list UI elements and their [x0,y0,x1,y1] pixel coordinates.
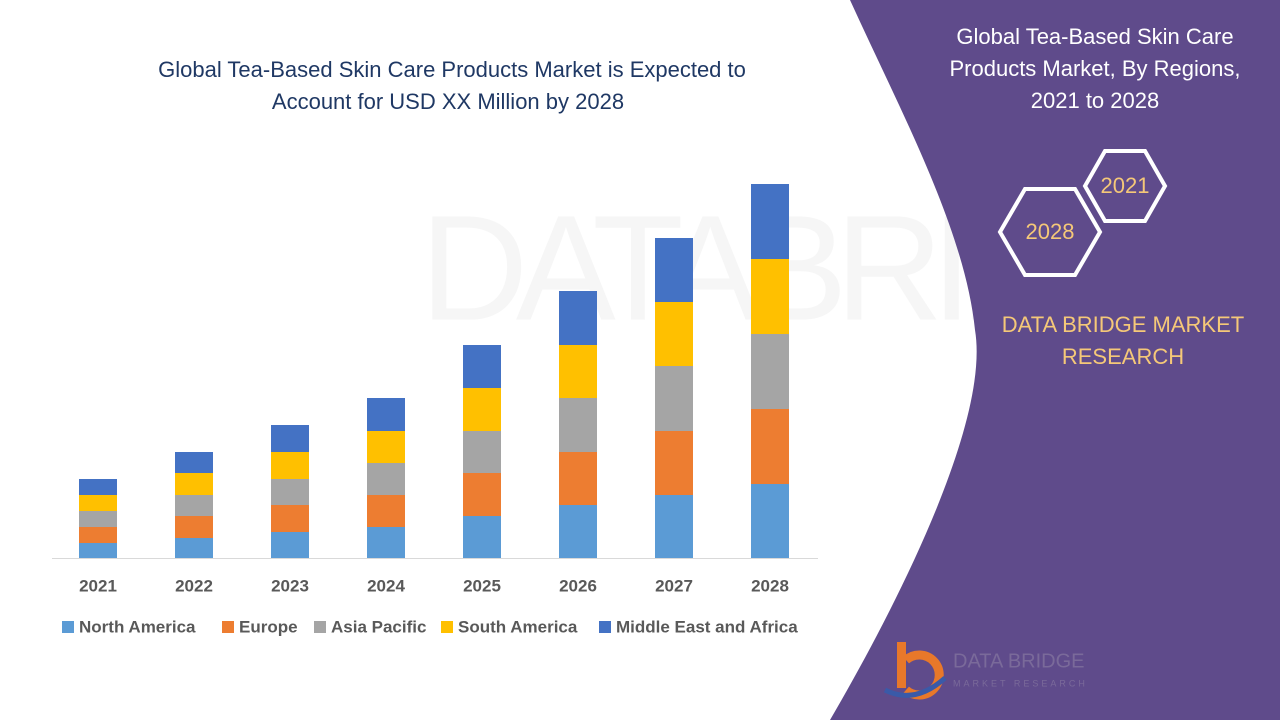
legend-swatch [62,621,74,633]
legend-swatch [599,621,611,633]
bar-segment [175,452,213,473]
bar-segment [559,345,597,398]
bar-segment [271,479,309,505]
legend-swatch [441,621,453,633]
bar-segment [367,463,405,495]
bar-segment [79,495,117,511]
hexagon [997,187,1103,277]
chart-title: Account for USD XX Million by 2028 [272,89,624,114]
bar-segment [463,388,501,431]
bar-segment [175,473,213,495]
x-tick-label: 2025 [463,576,501,595]
legend-label: South America [458,617,578,636]
side-panel [830,0,1280,720]
legend-label: Europe [239,617,298,636]
bar-segment [271,452,309,479]
bar-segment [751,259,789,334]
bar-segment [559,398,597,452]
bar-segment [463,516,501,558]
hexagon-label: 2021 [1101,173,1150,198]
x-tick-label: 2027 [655,576,693,595]
logo: DATA BRIDGE MARKET RESEARCH [883,642,1088,700]
bar-segment [175,516,213,538]
bar-segment [175,538,213,558]
bar-segment [655,366,693,431]
bar-segment [559,452,597,505]
bar-segment [271,532,309,558]
bar-segment [559,291,597,345]
bar-segment [655,238,693,302]
bar-segment [367,398,405,431]
bar-segment [751,184,789,259]
x-tick-label: 2023 [271,576,309,595]
legend-label: North America [79,617,196,636]
x-tick-label: 2026 [559,576,597,595]
bar-segment [175,495,213,516]
bar-segment [367,495,405,527]
bar-segment [751,409,789,484]
bar-segment [559,505,597,558]
brand: DATA BRIDGE MARKET [1002,312,1244,337]
bar-segment [271,505,309,532]
logo-text: DATA BRIDGE [953,650,1085,672]
bar-segment [79,527,117,543]
bar-segment [655,302,693,366]
x-tick-label: 2028 [751,576,789,595]
panel-title: Global Tea-Based Skin Care [956,24,1233,49]
bar-segment [655,431,693,495]
bar-segment [751,484,789,558]
legend-label: Middle East and Africa [616,617,798,636]
bar-segment [79,543,117,558]
bar-segment [463,431,501,473]
bar-segment [463,473,501,516]
hexagons [997,149,1168,277]
bar-segment [271,425,309,452]
hexagon [1082,149,1168,223]
bar-segment [79,511,117,527]
x-tick-label: 2022 [175,576,213,595]
logo-stem [897,642,906,688]
bar-segment [367,431,405,463]
legend-label: Asia Pacific [331,617,426,636]
bar-segment [79,479,117,495]
panel-title: Products Market, By Regions, [949,56,1240,81]
bar-segment [463,345,501,388]
bar-segment [655,495,693,558]
x-tick-label: 2024 [367,576,405,595]
x-tick-label: 2021 [79,576,117,595]
chart-title: Global Tea-Based Skin Care Products Mark… [158,57,746,82]
bar-segment [367,527,405,558]
bar-segment [751,334,789,409]
legend-swatch [222,621,234,633]
legend-swatch [314,621,326,633]
brand: RESEARCH [1062,344,1184,369]
logo-subtext: MARKET RESEARCH [953,678,1088,688]
panel-title: 2021 to 2028 [1031,88,1159,113]
hexagon-label: 2028 [1026,219,1075,244]
logo-swoosh [883,676,947,698]
